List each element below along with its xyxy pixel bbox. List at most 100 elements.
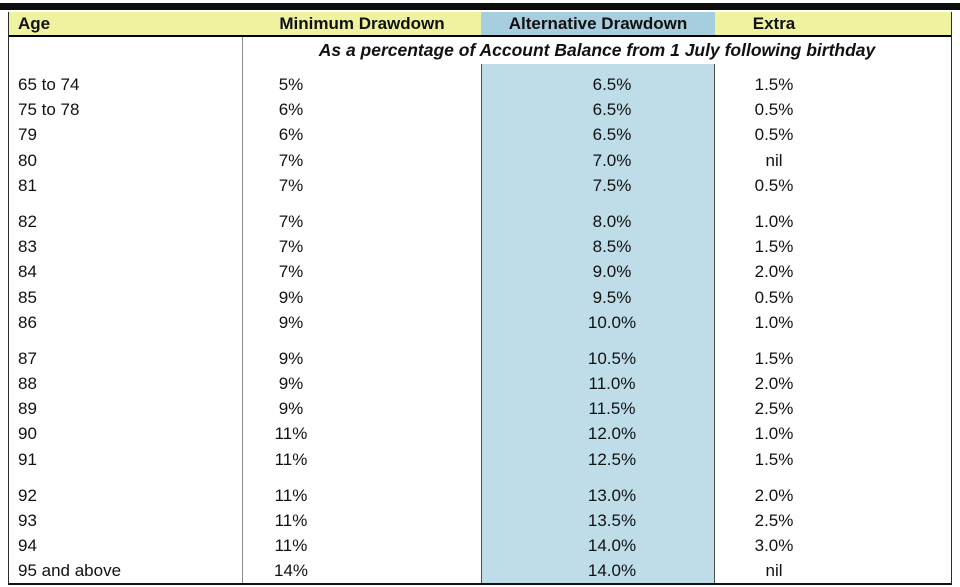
cell-alt: 6.5% xyxy=(592,100,632,120)
cell-age: 92 xyxy=(18,485,37,505)
cell-alt: 13.0% xyxy=(587,485,637,505)
table-header-row: Age Minimum Drawdown Alternative Drawdow… xyxy=(9,12,951,37)
table-row: 80 7% 7.0% nil xyxy=(9,148,951,173)
cell-age: 93 xyxy=(18,511,37,530)
cell-age: 85 xyxy=(18,287,37,307)
cell-alt: 6.5% xyxy=(592,75,632,94)
cell-age: 81 xyxy=(18,175,37,195)
cell-extra: 0.5% xyxy=(754,175,794,195)
cell-alt: 8.0% xyxy=(592,211,632,231)
cell-min: 11% xyxy=(274,424,308,444)
cell-age: 95 and above xyxy=(18,561,122,581)
table-row: 83 7% 8.5% 1.5% xyxy=(9,234,951,259)
cell-alt: 8.5% xyxy=(592,237,632,257)
cell-age: 65 to 74 xyxy=(18,75,80,94)
cell-min: 11% xyxy=(274,536,308,556)
row-group: 92 11% 13.0% 2.0% 93 11% 13.5% 2.5% 94 11% 14.0% 3.… xyxy=(9,483,951,583)
cell-alt: 10.0% xyxy=(587,312,637,332)
table-row: 91 11% 12.5% 1.5% xyxy=(9,447,951,472)
table-top-border xyxy=(0,3,960,10)
cell-min: 9% xyxy=(278,348,304,368)
table-row: 79 6% 6.5% 0.5% xyxy=(9,122,951,147)
cell-extra: 2.0% xyxy=(754,485,794,505)
column-header-alternative-drawdown: Alternative Drawdown xyxy=(481,12,715,35)
cell-alt: 6.5% xyxy=(592,125,632,145)
cell-extra: 1.5% xyxy=(754,75,794,94)
cell-extra: 1.5% xyxy=(754,348,794,368)
cell-min: 11% xyxy=(274,485,308,505)
cell-min: 5% xyxy=(278,75,304,94)
column-header-age: Age xyxy=(9,12,243,35)
cell-extra: nil xyxy=(765,561,783,581)
table-row: 86 9% 10.0% 1.0% xyxy=(9,310,951,335)
table-row: 95 and above 14% 14.0% nil xyxy=(9,558,951,583)
cell-min: 11% xyxy=(274,449,308,469)
cell-alt: 12.5% xyxy=(587,449,637,469)
table-row: 85 9% 9.5% 0.5% xyxy=(9,285,951,310)
cell-min: 7% xyxy=(278,211,304,231)
table-row: 93 11% 13.5% 2.5% xyxy=(9,508,951,533)
cell-extra: 0.5% xyxy=(754,287,794,307)
cell-min: 6% xyxy=(278,125,304,145)
cell-age: 82 xyxy=(18,211,37,231)
cell-age: 91 xyxy=(18,449,37,469)
row-group: 65 to 74 5% 6.5% 1.5% 75 to 78 6% 6.5% 0.5% 79 6%… xyxy=(9,72,951,198)
cell-min: 9% xyxy=(278,312,304,332)
cell-min: 14% xyxy=(273,561,309,581)
cell-min: 9% xyxy=(278,399,304,419)
cell-extra: 3.0% xyxy=(754,536,794,556)
cell-min: 11% xyxy=(274,511,308,530)
cell-alt: 13.5% xyxy=(587,511,637,530)
cell-min: 7% xyxy=(278,150,304,170)
table-row: 92 11% 13.0% 2.0% xyxy=(9,483,951,508)
cell-alt: 9.5% xyxy=(592,287,632,307)
cell-extra: 1.5% xyxy=(754,237,794,257)
row-groups: 65 to 74 5% 6.5% 1.5% 75 to 78 6% 6.5% 0.5% 79 6%… xyxy=(9,64,951,583)
column-header-minimum-drawdown: Minimum Drawdown xyxy=(243,12,481,35)
cell-extra: 1.5% xyxy=(754,449,794,469)
table-body: As a percentage of Account Balance from … xyxy=(9,37,951,583)
cell-alt: 14.0% xyxy=(587,536,637,556)
table-row: 65 to 74 5% 6.5% 1.5% xyxy=(9,72,951,97)
column-header-extra: Extra xyxy=(715,12,951,35)
cell-extra: 2.5% xyxy=(754,399,794,419)
cell-alt: 12.0% xyxy=(587,424,637,444)
age-column-divider xyxy=(242,37,243,583)
cell-extra: nil xyxy=(765,150,783,170)
cell-extra: 0.5% xyxy=(754,125,794,145)
table-row: 82 7% 8.0% 1.0% xyxy=(9,209,951,234)
cell-min: 9% xyxy=(278,374,304,394)
cell-min: 6% xyxy=(278,100,304,120)
table-row: 84 7% 9.0% 2.0% xyxy=(9,259,951,284)
cell-min: 9% xyxy=(278,287,304,307)
cell-extra: 2.5% xyxy=(754,511,794,530)
row-group: 82 7% 8.0% 1.0% 83 7% 8.5% 1.5% 84 7% 9.0% 2.0% 85 9%… xyxy=(9,209,951,335)
cell-age: 90 xyxy=(18,424,37,444)
table-row: 90 11% 12.0% 1.0% xyxy=(9,421,951,446)
cell-min: 7% xyxy=(278,262,304,282)
cell-alt: 14.0% xyxy=(587,561,637,581)
cell-min: 7% xyxy=(278,237,304,257)
cell-alt: 7.5% xyxy=(592,175,632,195)
cell-age: 80 xyxy=(18,150,37,170)
cell-extra: 1.0% xyxy=(754,312,794,332)
table-row: 87 9% 10.5% 1.5% xyxy=(9,346,951,371)
cell-alt: 11.5% xyxy=(588,399,636,419)
drawdown-table: Age Minimum Drawdown Alternative Drawdow… xyxy=(8,12,952,585)
cell-extra: 0.5% xyxy=(754,100,794,120)
cell-alt: 7.0% xyxy=(592,150,632,170)
cell-extra: 2.0% xyxy=(754,262,794,282)
table-row: 94 11% 14.0% 3.0% xyxy=(9,533,951,558)
table-row: 88 9% 11.0% 2.0% xyxy=(9,371,951,396)
alternative-column-highlight xyxy=(481,64,715,583)
table-row: 75 to 78 6% 6.5% 0.5% xyxy=(9,97,951,122)
cell-extra: 1.0% xyxy=(754,424,794,444)
cell-age: 84 xyxy=(18,262,37,282)
cell-extra: 1.0% xyxy=(754,211,794,231)
cell-age: 88 xyxy=(18,374,37,394)
cell-age: 94 xyxy=(18,536,37,556)
cell-age: 86 xyxy=(18,312,37,332)
cell-age: 83 xyxy=(18,237,37,257)
cell-min: 7% xyxy=(278,175,304,195)
